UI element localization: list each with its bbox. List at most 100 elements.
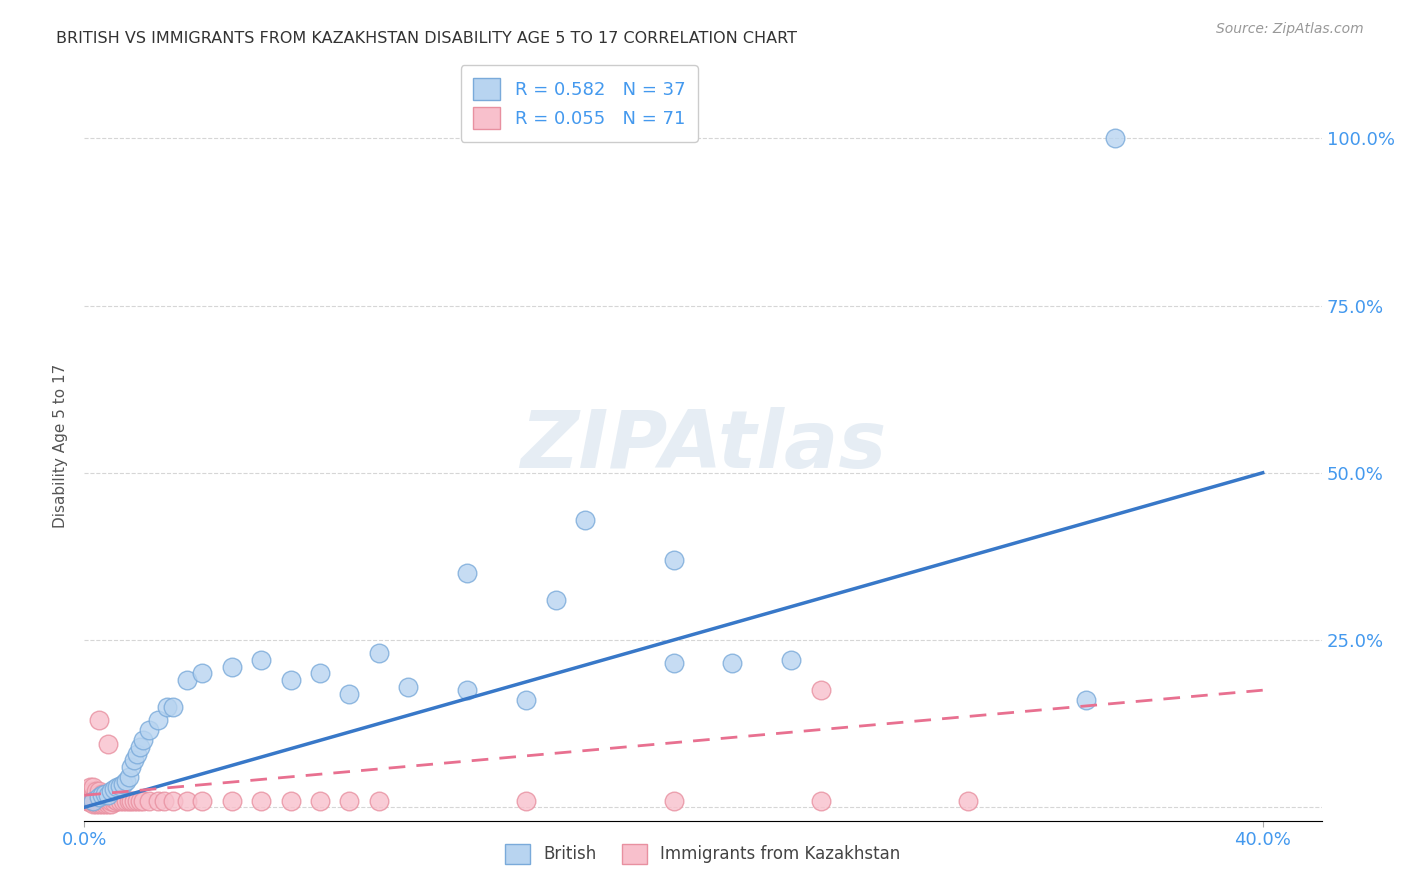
Point bbox=[79, 787, 101, 801]
Point bbox=[108, 779, 131, 793]
Point bbox=[105, 780, 128, 795]
Point bbox=[127, 747, 149, 761]
Point bbox=[124, 753, 146, 767]
Point bbox=[94, 797, 117, 811]
Point bbox=[162, 700, 184, 714]
Point bbox=[132, 794, 155, 808]
Point bbox=[156, 700, 179, 714]
Point bbox=[76, 783, 98, 797]
Point bbox=[176, 794, 198, 808]
Point bbox=[368, 646, 391, 660]
Point bbox=[129, 740, 152, 755]
Point bbox=[91, 797, 114, 811]
Point bbox=[84, 787, 107, 801]
Point bbox=[396, 680, 419, 694]
Point bbox=[82, 790, 104, 805]
Point bbox=[79, 795, 101, 809]
Point bbox=[456, 566, 478, 581]
Point bbox=[153, 794, 176, 808]
Point bbox=[176, 673, 198, 688]
Point bbox=[146, 714, 169, 728]
Point bbox=[91, 787, 114, 801]
Point bbox=[662, 794, 685, 808]
Point bbox=[138, 794, 160, 808]
Point bbox=[97, 790, 120, 805]
Point bbox=[662, 657, 685, 671]
Point bbox=[91, 789, 114, 803]
Point bbox=[662, 553, 685, 567]
Point bbox=[221, 794, 243, 808]
Point bbox=[117, 770, 139, 784]
Point bbox=[84, 795, 107, 809]
Point bbox=[82, 795, 104, 809]
Point bbox=[79, 790, 101, 805]
Point bbox=[100, 794, 122, 808]
Point bbox=[87, 797, 110, 811]
Point bbox=[121, 760, 143, 774]
Point bbox=[87, 790, 110, 805]
Point bbox=[574, 513, 596, 527]
Point bbox=[162, 794, 184, 808]
Point bbox=[76, 794, 98, 808]
Legend: British, Immigrants from Kazakhstan: British, Immigrants from Kazakhstan bbox=[498, 835, 908, 872]
Point bbox=[82, 789, 104, 803]
Point bbox=[97, 789, 120, 803]
Point bbox=[97, 794, 120, 808]
Point bbox=[79, 780, 101, 795]
Point bbox=[82, 797, 104, 811]
Point bbox=[105, 794, 128, 808]
Point bbox=[515, 693, 537, 707]
Point bbox=[721, 657, 744, 671]
Point bbox=[87, 714, 110, 728]
Point bbox=[84, 794, 107, 808]
Point bbox=[515, 794, 537, 808]
Point bbox=[780, 653, 803, 667]
Point bbox=[87, 783, 110, 797]
Point bbox=[97, 737, 120, 751]
Point bbox=[339, 687, 361, 701]
Point bbox=[250, 794, 273, 808]
Point bbox=[82, 780, 104, 795]
Point bbox=[76, 790, 98, 805]
Point bbox=[1074, 693, 1097, 707]
Point bbox=[79, 794, 101, 808]
Point bbox=[127, 794, 149, 808]
Text: ZIPAtlas: ZIPAtlas bbox=[520, 407, 886, 485]
Point bbox=[82, 794, 104, 808]
Point bbox=[132, 733, 155, 747]
Text: BRITISH VS IMMIGRANTS FROM KAZAKHSTAN DISABILITY AGE 5 TO 17 CORRELATION CHART: BRITISH VS IMMIGRANTS FROM KAZAKHSTAN DI… bbox=[56, 31, 797, 46]
Point bbox=[121, 794, 143, 808]
Point bbox=[957, 794, 980, 808]
Point bbox=[339, 794, 361, 808]
Point bbox=[91, 790, 114, 805]
Point bbox=[108, 794, 131, 808]
Point bbox=[810, 683, 832, 698]
Point bbox=[250, 653, 273, 667]
Point bbox=[103, 792, 125, 806]
Point bbox=[84, 783, 107, 797]
Point bbox=[221, 660, 243, 674]
Point bbox=[280, 673, 302, 688]
Text: Source: ZipAtlas.com: Source: ZipAtlas.com bbox=[1216, 22, 1364, 37]
Point bbox=[117, 794, 139, 808]
Point bbox=[114, 773, 136, 788]
Point bbox=[280, 794, 302, 808]
Point bbox=[456, 683, 478, 698]
Point bbox=[191, 666, 214, 681]
Point bbox=[91, 794, 114, 808]
Point bbox=[309, 666, 332, 681]
Point bbox=[100, 783, 122, 797]
Point bbox=[84, 797, 107, 811]
Point bbox=[97, 797, 120, 811]
Point bbox=[191, 794, 214, 808]
Point bbox=[309, 794, 332, 808]
Point bbox=[87, 787, 110, 801]
Point bbox=[810, 794, 832, 808]
Point bbox=[94, 794, 117, 808]
Point bbox=[103, 781, 125, 796]
Point bbox=[146, 794, 169, 808]
Point bbox=[368, 794, 391, 808]
Point bbox=[544, 593, 567, 607]
Point bbox=[114, 794, 136, 808]
Point bbox=[103, 795, 125, 809]
